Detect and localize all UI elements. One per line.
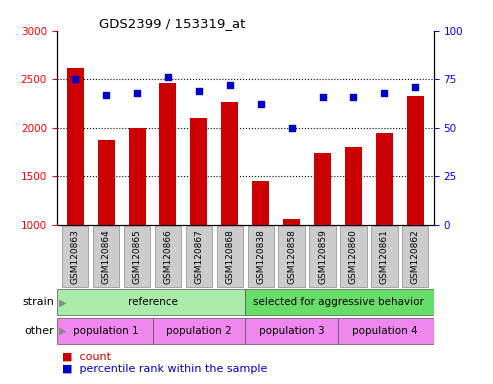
FancyBboxPatch shape bbox=[57, 318, 152, 344]
Point bbox=[195, 88, 203, 94]
Bar bbox=[67, 68, 84, 225]
FancyBboxPatch shape bbox=[155, 226, 181, 287]
Text: GSM120867: GSM120867 bbox=[194, 229, 204, 284]
Text: ■  count: ■ count bbox=[62, 352, 110, 362]
Text: GDS2399 / 153319_at: GDS2399 / 153319_at bbox=[100, 17, 246, 30]
Text: GSM120864: GSM120864 bbox=[102, 229, 110, 284]
FancyBboxPatch shape bbox=[279, 226, 305, 287]
Bar bbox=[221, 103, 238, 225]
FancyBboxPatch shape bbox=[247, 226, 274, 287]
FancyBboxPatch shape bbox=[124, 226, 150, 287]
Point bbox=[350, 94, 357, 100]
FancyBboxPatch shape bbox=[93, 226, 119, 287]
Bar bbox=[376, 134, 393, 225]
Text: ▶: ▶ bbox=[59, 297, 67, 308]
FancyBboxPatch shape bbox=[402, 226, 428, 287]
Point bbox=[381, 90, 388, 96]
Text: ■  percentile rank within the sample: ■ percentile rank within the sample bbox=[62, 364, 267, 374]
Text: population 2: population 2 bbox=[166, 326, 232, 336]
Text: GSM120862: GSM120862 bbox=[411, 229, 420, 284]
Point bbox=[257, 101, 265, 108]
Text: population 1: population 1 bbox=[73, 326, 139, 336]
FancyBboxPatch shape bbox=[340, 226, 367, 287]
FancyBboxPatch shape bbox=[62, 226, 88, 287]
Point bbox=[226, 82, 234, 88]
FancyBboxPatch shape bbox=[245, 318, 338, 344]
Bar bbox=[190, 118, 208, 225]
Text: GSM120861: GSM120861 bbox=[380, 229, 389, 284]
FancyBboxPatch shape bbox=[245, 290, 434, 315]
FancyBboxPatch shape bbox=[152, 318, 245, 344]
Text: GSM120863: GSM120863 bbox=[70, 229, 80, 284]
Text: reference: reference bbox=[128, 297, 177, 308]
Bar bbox=[129, 128, 145, 225]
FancyBboxPatch shape bbox=[371, 226, 397, 287]
Bar bbox=[345, 147, 362, 225]
Text: ▶: ▶ bbox=[59, 326, 67, 336]
Bar bbox=[252, 181, 269, 225]
FancyBboxPatch shape bbox=[216, 226, 243, 287]
Text: GSM120838: GSM120838 bbox=[256, 229, 265, 284]
Point bbox=[71, 76, 79, 82]
Point bbox=[102, 92, 110, 98]
Bar bbox=[159, 83, 176, 225]
Point bbox=[318, 94, 326, 100]
Point bbox=[164, 74, 172, 80]
Bar bbox=[98, 140, 115, 225]
Point bbox=[411, 84, 419, 90]
Text: GSM120860: GSM120860 bbox=[349, 229, 358, 284]
FancyBboxPatch shape bbox=[310, 226, 336, 287]
FancyBboxPatch shape bbox=[57, 290, 245, 315]
Bar bbox=[314, 153, 331, 225]
Text: GSM120858: GSM120858 bbox=[287, 229, 296, 284]
Text: strain: strain bbox=[22, 297, 54, 308]
Text: selected for aggressive behavior: selected for aggressive behavior bbox=[252, 297, 423, 308]
Text: GSM120868: GSM120868 bbox=[225, 229, 234, 284]
Bar bbox=[283, 219, 300, 225]
Text: other: other bbox=[25, 326, 54, 336]
Point bbox=[288, 125, 296, 131]
Text: population 4: population 4 bbox=[352, 326, 417, 336]
Text: population 3: population 3 bbox=[259, 326, 324, 336]
Point bbox=[133, 90, 141, 96]
Text: GSM120859: GSM120859 bbox=[318, 229, 327, 284]
FancyBboxPatch shape bbox=[338, 318, 434, 344]
Bar bbox=[407, 96, 424, 225]
Text: GSM120866: GSM120866 bbox=[164, 229, 173, 284]
Text: GSM120865: GSM120865 bbox=[133, 229, 141, 284]
FancyBboxPatch shape bbox=[186, 226, 212, 287]
